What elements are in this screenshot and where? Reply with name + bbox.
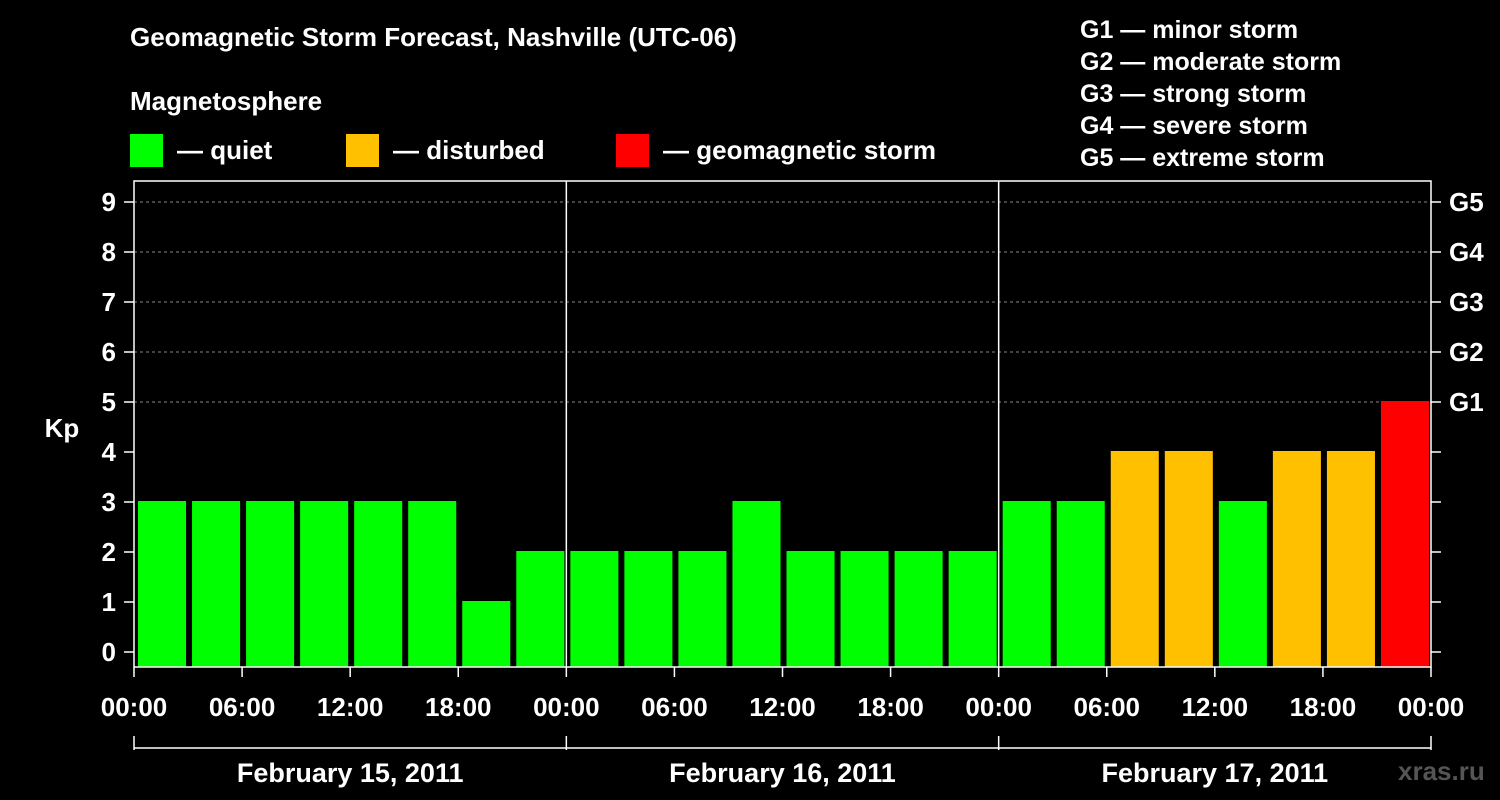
- y-tick-label-7: 7: [102, 287, 116, 317]
- bar-17: [1056, 501, 1105, 667]
- legend-disturbed-label: — disturbed: [393, 134, 545, 165]
- x-tick-label-6: 12:00: [749, 692, 816, 722]
- right-tick-label-g2: G2: [1449, 337, 1484, 367]
- y-tick-label-6: 6: [102, 337, 116, 367]
- y-tick-label-3: 3: [102, 487, 116, 517]
- x-tick-label-9: 06:00: [1074, 692, 1141, 722]
- bar-4: [354, 501, 403, 667]
- legend-storm-swatch: [616, 133, 649, 167]
- bar-10: [678, 551, 727, 667]
- right-tick-label-g1: G1: [1449, 387, 1484, 417]
- bar-2: [246, 501, 295, 667]
- bar-18: [1110, 451, 1159, 667]
- storm-scale-g3: G3 — strong storm: [1080, 80, 1307, 108]
- x-tick-label-10: 12:00: [1182, 692, 1249, 722]
- bar-6: [462, 601, 511, 667]
- watermark: xras.ru: [1398, 756, 1485, 786]
- bar-7: [516, 551, 565, 667]
- legend-quiet-label: — quiet: [177, 134, 273, 165]
- bar-21: [1272, 451, 1321, 667]
- storm-scale-g1: G1 — minor storm: [1080, 16, 1299, 44]
- x-tick-label-3: 18:00: [425, 692, 492, 722]
- y-tick-label-4: 4: [102, 437, 117, 467]
- storm-scale-g4: G4 — severe storm: [1080, 112, 1308, 140]
- legend-disturbed-swatch: [346, 133, 379, 167]
- bar-19: [1164, 451, 1213, 667]
- x-tick-label-4: 00:00: [533, 692, 600, 722]
- x-tick-label-11: 18:00: [1290, 692, 1357, 722]
- y-tick-label-8: 8: [102, 237, 116, 267]
- x-tick-label-7: 18:00: [857, 692, 924, 722]
- x-tick-label-2: 12:00: [317, 692, 384, 722]
- bar-12: [786, 551, 835, 667]
- storm-scale-g5: G5 — extreme storm: [1080, 144, 1325, 172]
- x-tick-label-0: 00:00: [101, 692, 168, 722]
- bar-22: [1326, 451, 1375, 667]
- legend-storm: — geomagnetic storm: [616, 133, 936, 167]
- right-tick-label-g4: G4: [1449, 237, 1484, 267]
- storm-scale-g2: G2 — moderate storm: [1080, 48, 1342, 76]
- day-label-1: February 16, 2011: [669, 758, 896, 788]
- y-tick-label-5: 5: [102, 387, 116, 417]
- legend-heading: Magnetosphere: [130, 86, 323, 116]
- bar-14: [894, 551, 943, 667]
- legend-disturbed: — disturbed: [346, 133, 545, 167]
- y-tick-label-9: 9: [102, 187, 116, 217]
- bar-20: [1218, 501, 1267, 667]
- x-tick-label-1: 06:00: [209, 692, 276, 722]
- legend-storm-label: — geomagnetic storm: [663, 134, 937, 165]
- bar-13: [840, 551, 889, 667]
- bar-1: [192, 501, 241, 667]
- right-tick-label-g5: G5: [1449, 187, 1484, 217]
- legend-quiet-swatch: [130, 133, 163, 167]
- legend-quiet: — quiet: [130, 133, 272, 167]
- right-tick-label-g3: G3: [1449, 287, 1484, 317]
- day-label-0: February 15, 2011: [237, 758, 464, 788]
- bar-5: [408, 501, 457, 667]
- bar-15: [948, 551, 997, 667]
- day-label-2: February 17, 2011: [1102, 758, 1329, 788]
- y-tick-label-2: 2: [102, 537, 116, 567]
- bar-23: [1380, 401, 1429, 667]
- y-tick-label-1: 1: [102, 587, 116, 617]
- bar-9: [624, 551, 673, 667]
- bar-0: [138, 501, 187, 667]
- bar-16: [1002, 501, 1051, 667]
- y-axis-label: Kp: [45, 413, 80, 443]
- chart-title: Geomagnetic Storm Forecast, Nashville (U…: [130, 22, 737, 52]
- bar-8: [570, 551, 619, 667]
- bar-11: [732, 501, 781, 667]
- x-tick-label-8: 00:00: [965, 692, 1032, 722]
- bar-3: [300, 501, 349, 667]
- storm-scale-list: G1 — minor storm G2 — moderate storm G3 …: [1080, 14, 1341, 174]
- y-tick-label-0: 0: [102, 637, 116, 667]
- x-tick-label-12: 00:00: [1398, 692, 1465, 722]
- x-tick-label-5: 06:00: [641, 692, 708, 722]
